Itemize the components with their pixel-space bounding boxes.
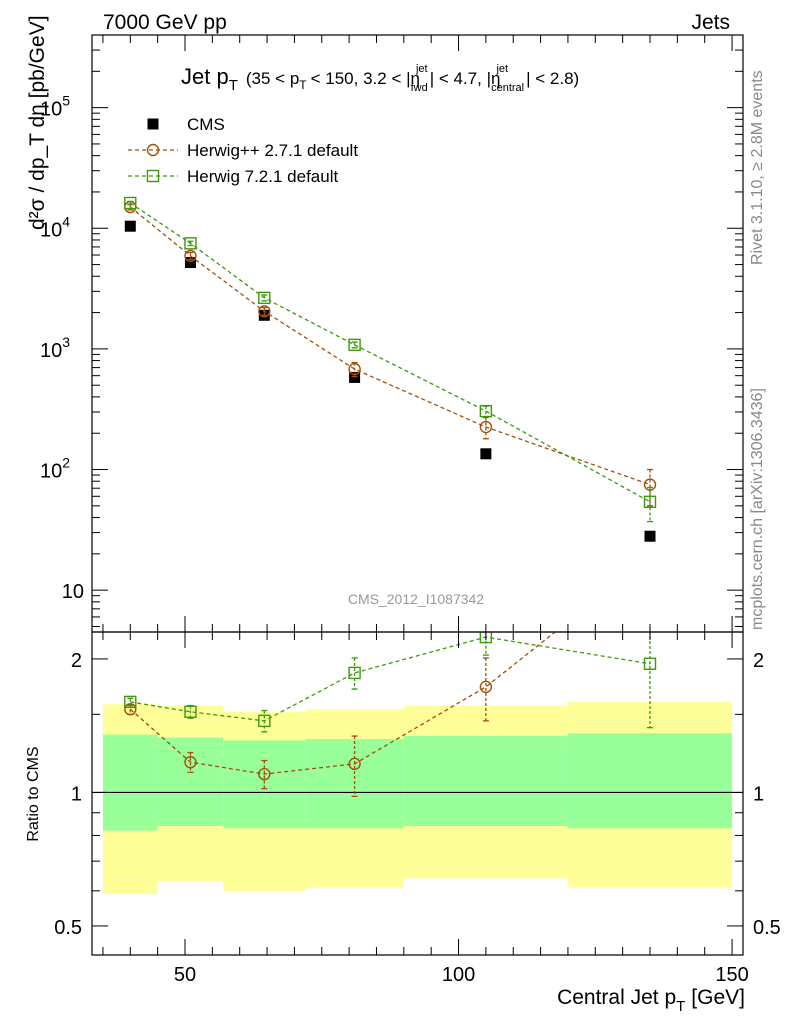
ratio-ytick-label: 1 [71, 783, 82, 805]
series-line [130, 636, 651, 722]
legend-marker [146, 169, 160, 183]
clipped-series [124, 551, 657, 797]
data-point [348, 757, 361, 771]
ratio-ylabel: Ratio to CMS [25, 746, 42, 841]
data-point [258, 305, 271, 318]
ratio-band-inner [403, 736, 568, 827]
data-point [184, 249, 197, 263]
ratio-frame [91, 631, 744, 956]
data-point [184, 237, 197, 250]
data-point [258, 291, 271, 305]
ratio-y-axis: 0.5 0.5 1 1 2 2 [54, 650, 781, 939]
series-line [129, 632, 557, 775]
data-point [348, 666, 361, 680]
ratio-ytick-label: 2 [71, 650, 82, 672]
main-ytick-label: 103 [40, 334, 70, 362]
series-line [129, 202, 651, 503]
data-point [479, 680, 493, 694]
ratio-ytick-label-right: 1 [753, 783, 764, 805]
mcplots-label: mcplots.cern.ch [arXiv:1306.3436] [749, 388, 766, 630]
data-point [479, 404, 493, 418]
data-point [184, 755, 197, 769]
data-point [644, 530, 656, 542]
data-point [258, 714, 271, 728]
data-point [258, 767, 271, 781]
main-series-layer [124, 196, 657, 542]
ratio-xtick-label: 100 [442, 964, 475, 986]
ratio-ytick-label-right: 2 [753, 650, 764, 672]
main-ylabel: d²σ / dp_T dη [pb/GeV] [26, 15, 49, 230]
ratio-series-layer [124, 551, 657, 797]
ratio-ytick-label-right: 0.5 [753, 917, 781, 939]
xlabel: Central Jet pT [GeV] [557, 986, 745, 1015]
data-point [124, 695, 137, 709]
header-left: 7000 GeV pp [103, 11, 227, 34]
data-point [348, 338, 361, 352]
data-point [349, 371, 361, 383]
ratio-xtick-label: 50 [174, 964, 196, 986]
data-point [184, 705, 197, 718]
data-point [184, 257, 196, 269]
ratio-band-inner [223, 740, 306, 829]
ratio-band-inner [157, 737, 224, 827]
ratio-ytick-label: 0.5 [54, 917, 82, 939]
data-point [348, 362, 361, 376]
legend-label: Herwig 7.2.1 default [187, 167, 338, 186]
ratio-panel: 0.5 0.5 1 1 2 2 50 100 150 [54, 551, 781, 986]
main-title: Jet pT (35 < pT < 150, 3.2 < |ηjet fwd | < 4… [181, 63, 579, 94]
legend-label: Herwig++ 2.7.1 default [187, 141, 358, 160]
ratio-bands [102, 701, 733, 895]
ratio-x-axis: 50 100 150 [102, 632, 749, 986]
legend: CMS Herwig++ 2.7.1 default Herwig 7.2.1 de… [128, 115, 358, 186]
legend-label: CMS [187, 115, 225, 134]
data-point [480, 448, 492, 460]
legend-marker [146, 143, 160, 157]
ratio-band-inner [102, 734, 158, 831]
legend-marker [147, 118, 159, 130]
data-point [479, 420, 493, 434]
ratio-xtick-label: 150 [715, 964, 748, 986]
data-point [643, 657, 657, 670]
header-right: Jets [691, 11, 730, 34]
data-point [645, 551, 656, 562]
data-point [643, 495, 657, 509]
data-point [124, 220, 136, 232]
ratio-band-inner [567, 733, 733, 829]
main-ytick-label: 10 [62, 581, 84, 603]
data-point [124, 196, 137, 210]
rivet-label: Rivet 3.1.10, ≥ 2.8M events [749, 70, 766, 265]
watermark: CMS_2012_I1087342 [348, 591, 484, 607]
data-point [479, 632, 493, 644]
series-line [129, 206, 651, 486]
main-ytick-label: 102 [40, 455, 70, 483]
main-x-ticks [102, 35, 733, 632]
